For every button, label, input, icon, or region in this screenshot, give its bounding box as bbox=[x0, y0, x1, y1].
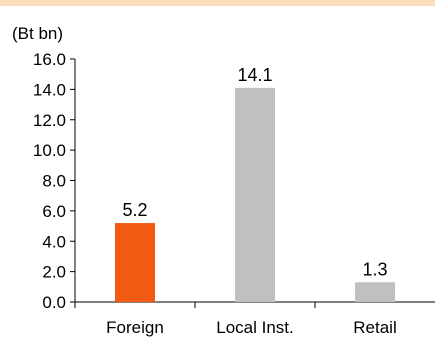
data-label: 1.3 bbox=[362, 259, 387, 279]
data-label: 5.2 bbox=[122, 200, 147, 220]
bar-local-inst bbox=[235, 87, 275, 302]
data-label: 14.1 bbox=[237, 65, 272, 85]
bar-foreign bbox=[115, 223, 155, 302]
y-tick-label: 10.0 bbox=[33, 141, 66, 160]
y-tick-label: 2.0 bbox=[42, 263, 66, 282]
top-color-band bbox=[0, 0, 435, 6]
y-tick-label: 12.0 bbox=[33, 111, 66, 130]
y-tick-label: 14.0 bbox=[33, 80, 66, 99]
category-label: Retail bbox=[353, 318, 396, 337]
y-tick-label: 16.0 bbox=[33, 50, 66, 69]
unit-label: (Bt bn) bbox=[12, 24, 63, 43]
category-label: Foreign bbox=[106, 318, 164, 337]
y-tick-label: 8.0 bbox=[42, 172, 66, 191]
y-tick-label: 0.0 bbox=[42, 293, 66, 312]
y-tick-label: 4.0 bbox=[42, 232, 66, 251]
y-tick-label: 6.0 bbox=[42, 202, 66, 221]
category-label: Local Inst. bbox=[216, 318, 294, 337]
bar-retail bbox=[355, 282, 395, 302]
